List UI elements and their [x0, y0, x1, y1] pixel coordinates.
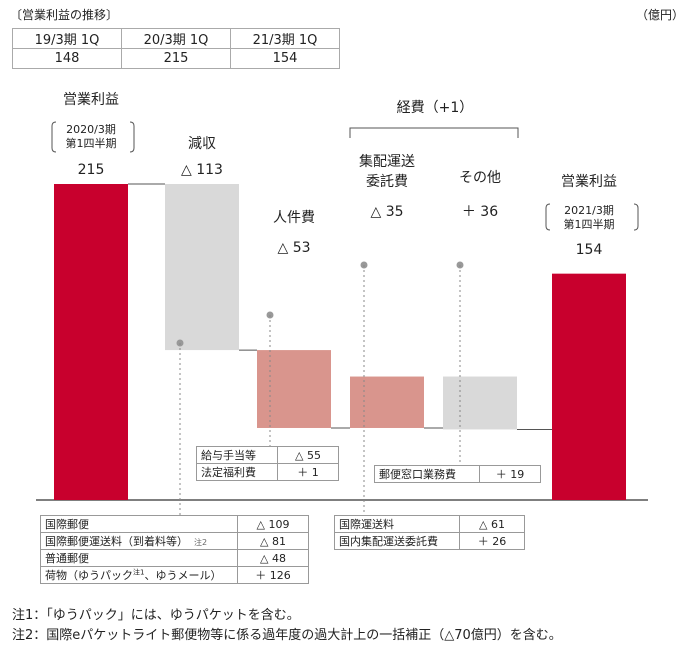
period-bracket: [51, 121, 135, 153]
unit-label: （億円）: [635, 8, 684, 22]
period-label: 2021/3期: [564, 204, 614, 217]
group-label: 経費（+1）: [397, 100, 474, 116]
value-label: 154: [576, 242, 603, 258]
bar-label: 営業利益: [561, 174, 617, 190]
bar-4: [350, 376, 424, 428]
history-header: 20/3期 1Q: [121, 28, 231, 49]
breakdown-value: △ 109: [237, 515, 309, 533]
breakdown-row: 国内集配運送委託費 ＋ 26: [334, 532, 525, 550]
breakdown-item: 国際郵便運送料（到着料等） 注2: [40, 532, 238, 550]
breakdown-item: 給与手当等: [196, 446, 278, 464]
breakdown-row: 給与手当等 △ 55: [196, 446, 339, 464]
breakdown-value: △ 48: [237, 549, 309, 567]
history-value: 154: [230, 48, 340, 69]
breakdown-value: ＋ 1: [277, 463, 339, 481]
bar-label: 人件費: [273, 210, 315, 226]
bar-label: 委託費: [366, 174, 408, 190]
period-bracket: [545, 203, 639, 231]
breakdown-value: ＋ 19: [479, 465, 541, 483]
breakdown-row: 国際運送料 △ 61: [334, 515, 525, 533]
breakdown-other: 郵便窓口業務費 ＋ 19: [374, 465, 541, 483]
breakdown-item-text: 、ゆうメール）: [144, 569, 222, 582]
breakdown-item: 国際郵便: [40, 515, 238, 533]
value-label: △ 35: [370, 204, 403, 220]
breakdown-value: △ 61: [459, 515, 525, 533]
value-label: 215: [78, 162, 105, 178]
bar-3: [257, 350, 331, 428]
breakdown-row: 国際郵便 △ 109: [40, 515, 309, 533]
breakdown-row: 国際郵便運送料（到着料等） 注2 △ 81: [40, 532, 309, 550]
breakdown-value: △ 55: [277, 446, 339, 464]
bar-label: その他: [459, 170, 501, 186]
breakdown-delivery: 国際運送料 △ 61 国内集配運送委託費 ＋ 26: [334, 515, 525, 550]
breakdown-row: 普通郵便 △ 48: [40, 549, 309, 567]
bar-label: 集配運送: [359, 153, 415, 170]
breakdown-revenue: 国際郵便 △ 109 国際郵便運送料（到着料等） 注2 △ 81 普通郵便 △ 4…: [40, 515, 309, 584]
period-label: 第1四半期: [564, 217, 615, 231]
value-label: △ 53: [277, 240, 310, 256]
bar-2: [165, 184, 239, 351]
breakdown-value: △ 81: [237, 532, 309, 550]
history-value: 148: [12, 48, 122, 69]
period-label: 第1四半期: [66, 136, 117, 150]
bar-1: [54, 184, 128, 500]
footnote-marker: 注2: [194, 538, 208, 547]
footnote-marker: 注1: [133, 568, 145, 577]
breakdown-item: 普通郵便: [40, 549, 238, 567]
value-label: △ 113: [181, 162, 223, 178]
group-bracket: [349, 127, 519, 138]
value-label: ＋ 36: [462, 204, 498, 220]
breakdown-item-text: 国際郵便運送料（到着料等）: [45, 535, 188, 548]
breakdown-item: 国内集配運送委託費: [334, 532, 460, 550]
bar-6: [552, 273, 626, 500]
bar-label: 営業利益: [63, 92, 119, 108]
footnote-1: 注1：「ゆうパック」には、ゆうパケットを含む。: [12, 608, 300, 623]
breakdown-row: 法定福利費 ＋ 1: [196, 463, 339, 481]
breakdown-value: ＋ 26: [459, 532, 525, 550]
breakdown-personnel: 給与手当等 △ 55 法定福利費 ＋ 1: [196, 446, 339, 481]
bar-5: [443, 376, 517, 430]
breakdown-row: 郵便窓口業務費 ＋ 19: [374, 465, 541, 483]
period-label: 2020/3期: [66, 123, 116, 136]
bar-label: 減収: [188, 135, 216, 152]
breakdown-row: 荷物（ゆうパック注1、ゆうメール） ＋ 126: [40, 566, 309, 584]
breakdown-value: ＋ 126: [237, 566, 309, 584]
breakdown-item: 法定福利費: [196, 463, 278, 481]
history-table: 19/3期 1Q 20/3期 1Q 21/3期 1Q 148 215 154: [12, 28, 340, 69]
history-value: 215: [121, 48, 231, 69]
breakdown-item: 国際運送料: [334, 515, 460, 533]
footnote-2: 注2：国際eパケットライト郵便物等に係る過年度の過大計上の一括補正（△70億円）…: [12, 628, 562, 643]
history-title: 〔営業利益の推移〕: [10, 8, 119, 22]
breakdown-item: 荷物（ゆうパック注1、ゆうメール）: [40, 566, 238, 584]
breakdown-item: 郵便窓口業務費: [374, 465, 480, 483]
breakdown-item-text: 荷物（ゆうパック: [45, 569, 133, 582]
